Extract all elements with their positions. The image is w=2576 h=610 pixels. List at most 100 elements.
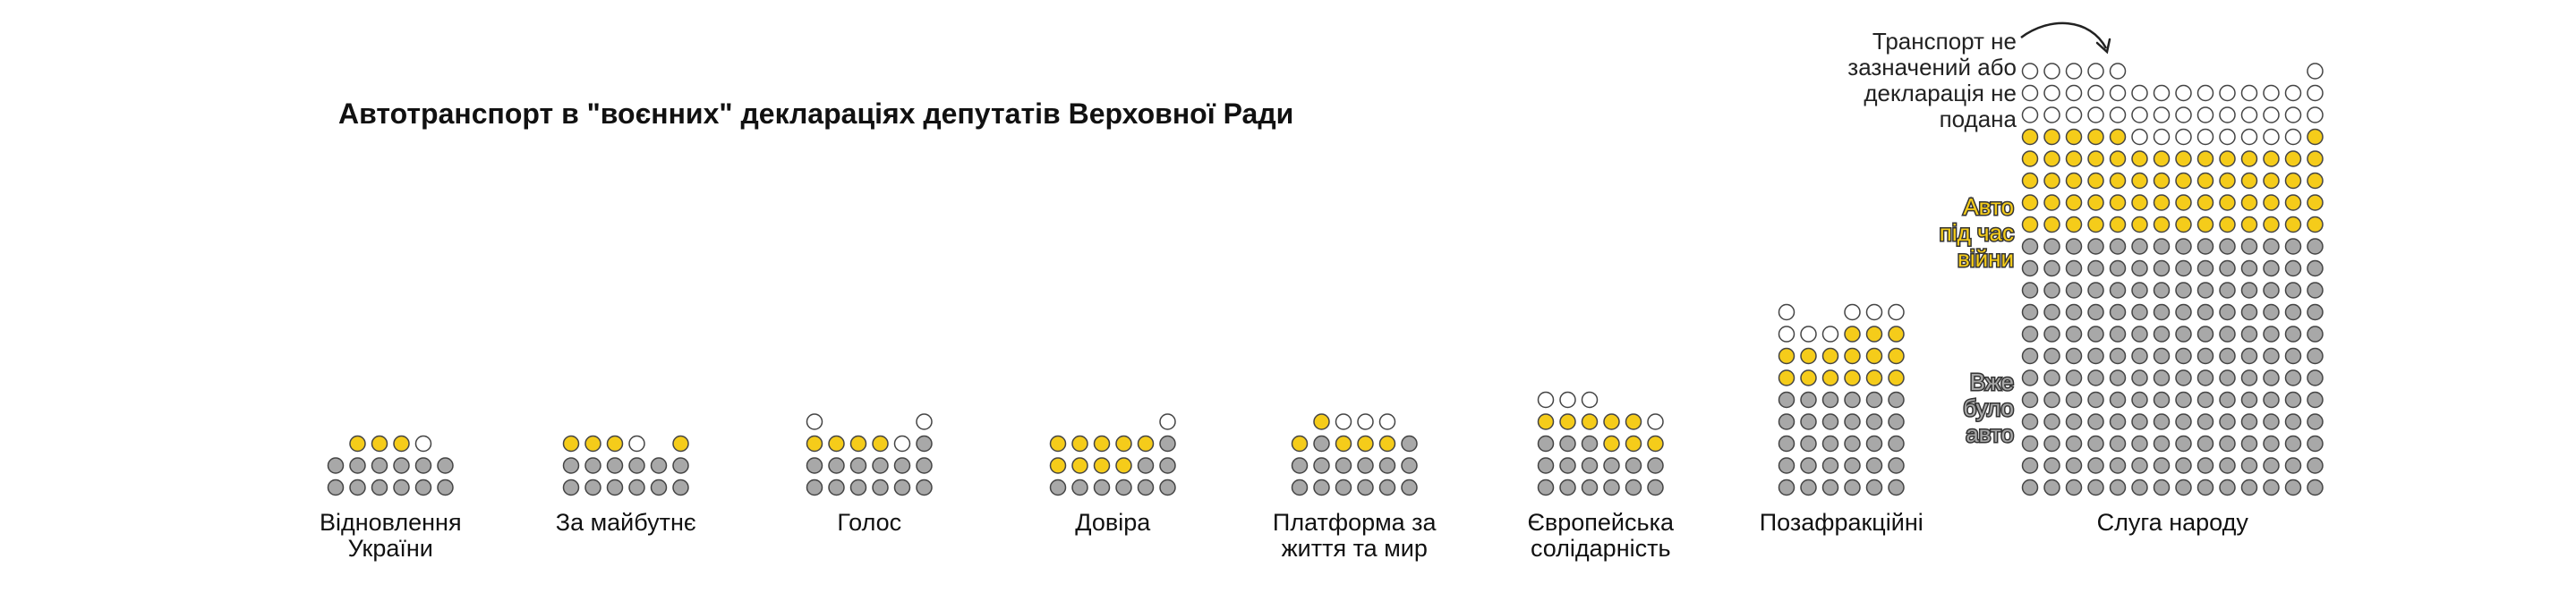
dot-already-had [2043, 259, 2060, 277]
dot-already-had [1159, 435, 1176, 453]
dot-wartime [1093, 435, 1111, 453]
dot-already-had [2284, 479, 2302, 496]
dot-already-had [916, 435, 933, 453]
dot-wartime [2307, 150, 2324, 167]
dot-already-had [672, 457, 689, 474]
dot-already-had [628, 457, 645, 474]
dot-already-had [1865, 479, 1883, 496]
dot-already-had [2021, 435, 2039, 453]
dot-already-had [2131, 369, 2148, 386]
dot-no-transport [414, 435, 432, 453]
dot-already-had [2043, 282, 2060, 299]
dot-already-had [1335, 479, 1352, 496]
dot-already-had [2196, 259, 2214, 277]
dot-already-had [2307, 435, 2324, 453]
dot-no-transport [2065, 106, 2083, 123]
dot-already-had [628, 479, 645, 496]
dot-already-had [2021, 282, 2039, 299]
dot-no-transport [2087, 63, 2104, 80]
dot-already-had [1888, 391, 1905, 409]
dot-already-had [2153, 238, 2171, 255]
dot-wartime [1115, 457, 1132, 474]
dot-already-had [2307, 303, 2324, 321]
group-label-line: Позафракційні [1760, 509, 1923, 536]
dot-already-had [393, 479, 410, 496]
dot-already-had [2131, 303, 2148, 321]
dot-already-had [2284, 413, 2302, 430]
dot-already-had [2109, 347, 2127, 365]
dot-already-had [2175, 282, 2192, 299]
dot-already-had [2196, 347, 2214, 365]
dot-wartime [2175, 216, 2192, 233]
dot-already-had [2153, 282, 2171, 299]
dot-wartime [1844, 369, 1861, 386]
dot-wartime [1625, 435, 1642, 453]
dot-no-transport [2263, 128, 2280, 146]
dot-no-transport [2263, 106, 2280, 123]
dot-already-had [2131, 238, 2148, 255]
dot-no-transport [2284, 84, 2302, 102]
dot-already-had [2263, 369, 2280, 386]
dot-wartime [2131, 216, 2148, 233]
dot-already-had [2263, 347, 2280, 365]
ann-wartime-line: війни [1958, 245, 2014, 272]
dot-already-had [1800, 457, 1817, 474]
dot-no-transport [2219, 84, 2236, 102]
dot-no-transport [2196, 106, 2214, 123]
group-label: Голос [837, 509, 901, 536]
group-label: Відновлення України [320, 509, 462, 562]
dot-wartime [1071, 457, 1088, 474]
dot-no-transport [1778, 303, 1796, 321]
dot-already-had [2131, 457, 2148, 474]
dot-already-had [2109, 391, 2127, 409]
dot-already-had [1844, 435, 1861, 453]
dot-wartime [2021, 128, 2039, 146]
group-label-line: життя та мир [1282, 535, 1428, 562]
ann-none-line: Транспорт не [1872, 28, 2017, 55]
dot-already-had [1291, 479, 1309, 496]
dot-no-transport [2087, 106, 2104, 123]
dot-already-had [1115, 479, 1132, 496]
dot-wartime [2065, 128, 2083, 146]
dot-no-transport [2109, 106, 2127, 123]
dot-already-had [2065, 259, 2083, 277]
dot-already-had [606, 479, 624, 496]
dot-wartime [2109, 216, 2127, 233]
dot-wartime [1888, 369, 1905, 386]
dot-already-had [2196, 391, 2214, 409]
dot-wartime [2240, 194, 2258, 211]
dot-no-transport [628, 435, 645, 453]
dot-already-had [2196, 435, 2214, 453]
dot-already-had [806, 457, 823, 474]
dot-wartime [672, 435, 689, 453]
dot-already-had [2153, 479, 2171, 496]
dot-already-had [2263, 413, 2280, 430]
dot-no-transport [2109, 63, 2127, 80]
dot-already-had [2065, 347, 2083, 365]
dot-wartime [584, 435, 601, 453]
dot-already-had [2153, 347, 2171, 365]
group-label-line: Голос [837, 509, 901, 536]
dot-already-had [2021, 326, 2039, 343]
dot-already-had [2109, 238, 2127, 255]
dot-already-had [1603, 479, 1620, 496]
dot-no-transport [2153, 84, 2171, 102]
dot-wartime [562, 435, 580, 453]
dot-wartime [2131, 172, 2148, 190]
dot-already-had [2240, 303, 2258, 321]
dot-no-transport [2043, 63, 2060, 80]
dot-wartime [2219, 216, 2236, 233]
dot-already-had [2196, 282, 2214, 299]
dot-already-had [2065, 457, 2083, 474]
dot-already-had [1313, 435, 1330, 453]
dot-already-had [2240, 259, 2258, 277]
dot-already-had [2196, 369, 2214, 386]
dot-already-had [1800, 479, 1817, 496]
dot-no-transport [2043, 84, 2060, 102]
dot-already-had [2021, 391, 2039, 409]
dot-already-had [2175, 326, 2192, 343]
dot-no-transport [2021, 63, 2039, 80]
dot-wartime [1821, 369, 1839, 386]
dot-already-had [2131, 347, 2148, 365]
